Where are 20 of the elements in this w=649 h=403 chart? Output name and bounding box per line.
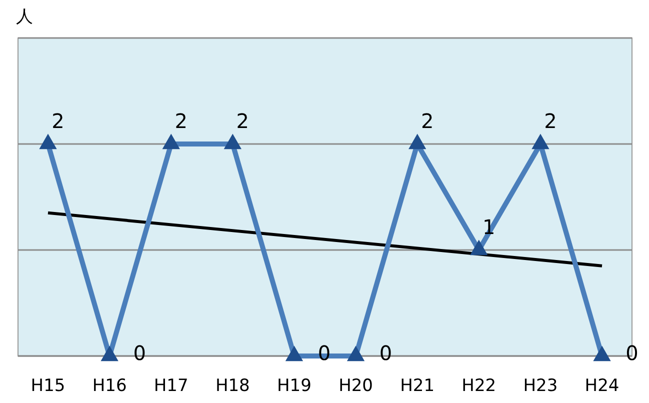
x-tick-label: H19 (277, 376, 312, 396)
data-label: 2 (236, 109, 250, 133)
data-label: 2 (52, 109, 64, 133)
x-tick-label: H15 (30, 376, 66, 396)
x-tick-label: H21 (400, 376, 435, 396)
y-axis-title: 人 (16, 7, 33, 27)
x-tick-label: H17 (154, 376, 188, 396)
data-label: 0 (626, 341, 638, 365)
x-tick-label: H24 (584, 376, 620, 396)
x-tick-label: H18 (215, 376, 250, 396)
data-label: 2 (544, 109, 557, 133)
data-label: 0 (379, 341, 392, 365)
x-tick-label: H23 (523, 376, 558, 396)
x-tick-label: H22 (462, 376, 496, 396)
data-label: 0 (133, 341, 146, 365)
data-label: 1 (482, 215, 496, 239)
data-label: 2 (420, 109, 434, 133)
x-tick-label: H16 (92, 376, 127, 396)
x-tick-label: H20 (338, 376, 373, 396)
data-label: 2 (174, 109, 188, 133)
